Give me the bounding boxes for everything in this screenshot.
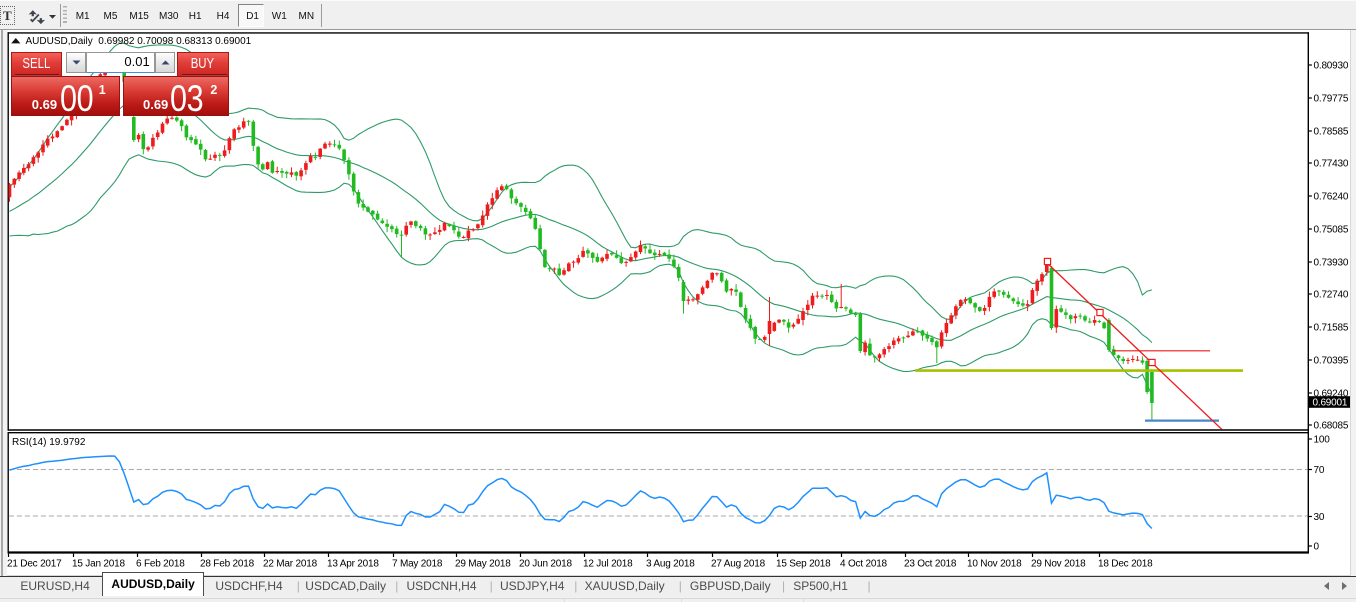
- svg-text:12 Jul 2018: 12 Jul 2018: [583, 559, 633, 570]
- svg-text:4 Oct 2018: 4 Oct 2018: [840, 559, 888, 570]
- svg-text:15 Sep 2018: 15 Sep 2018: [776, 559, 831, 570]
- svg-text:22 Mar 2018: 22 Mar 2018: [263, 559, 318, 570]
- svg-text:0.70395: 0.70395: [1314, 356, 1349, 367]
- svg-text:0.79775: 0.79775: [1314, 94, 1349, 105]
- svg-text:70: 70: [1314, 465, 1325, 476]
- svg-text:27 Aug 2018: 27 Aug 2018: [711, 559, 766, 570]
- svg-text:0.77430: 0.77430: [1314, 159, 1349, 170]
- svg-text:23 Oct 2018: 23 Oct 2018: [904, 559, 957, 570]
- svg-text:20 Jun 2018: 20 Jun 2018: [519, 559, 572, 570]
- svg-text:0.69001: 0.69001: [1313, 397, 1348, 408]
- svg-text:0.71585: 0.71585: [1314, 323, 1349, 334]
- svg-text:0.69240: 0.69240: [1314, 389, 1349, 400]
- svg-text:0: 0: [1314, 542, 1320, 553]
- svg-text:6 Feb 2018: 6 Feb 2018: [136, 559, 185, 570]
- svg-text:29 May 2018: 29 May 2018: [455, 559, 511, 570]
- svg-text:AUDUSD,Daily 0.69982 0.70098: AUDUSD,Daily 0.69982 0.70098 0.68313 0.6…: [26, 36, 252, 47]
- svg-text:0.73930: 0.73930: [1314, 258, 1349, 269]
- svg-text:30: 30: [1314, 512, 1325, 523]
- svg-text:0.78585: 0.78585: [1314, 127, 1349, 138]
- svg-text:10 Nov 2018: 10 Nov 2018: [967, 559, 1022, 570]
- svg-text:0.68085: 0.68085: [1314, 421, 1349, 432]
- svg-text:18 Dec 2018: 18 Dec 2018: [1098, 559, 1153, 570]
- svg-text:13 Apr 2018: 13 Apr 2018: [327, 559, 379, 570]
- svg-text:0.72740: 0.72740: [1314, 290, 1349, 301]
- svg-text:3 Aug 2018: 3 Aug 2018: [646, 559, 695, 570]
- svg-text:0.75085: 0.75085: [1314, 225, 1349, 236]
- svg-text:0.80930: 0.80930: [1314, 61, 1349, 72]
- svg-text:15 Jan 2018: 15 Jan 2018: [72, 559, 125, 570]
- svg-text:29 Nov 2018: 29 Nov 2018: [1031, 559, 1086, 570]
- svg-text:0.76240: 0.76240: [1314, 192, 1349, 203]
- svg-text:28 Feb 2018: 28 Feb 2018: [200, 559, 255, 570]
- svg-text:21 Dec 2017: 21 Dec 2017: [7, 559, 62, 570]
- svg-text:RSI(14) 19.9792: RSI(14) 19.9792: [12, 437, 86, 448]
- svg-text:7 May 2018: 7 May 2018: [392, 559, 443, 570]
- svg-text:100: 100: [1314, 435, 1331, 446]
